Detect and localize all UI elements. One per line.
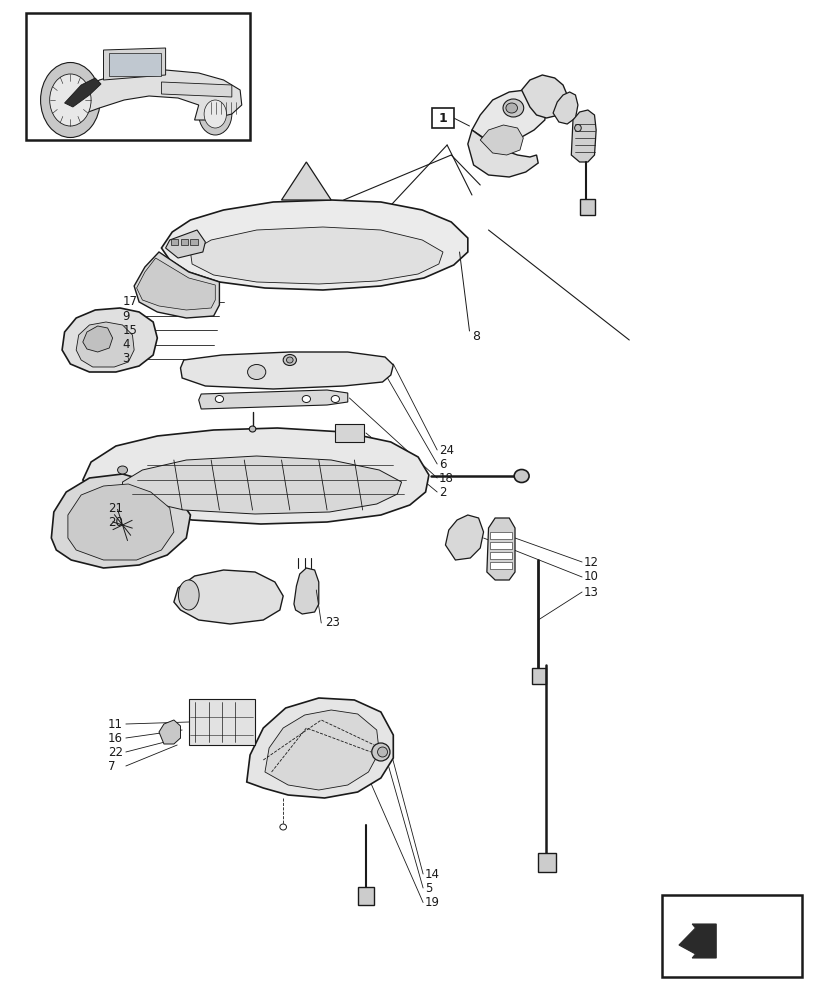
- Polygon shape: [480, 125, 523, 155]
- Bar: [490, 552, 511, 559]
- Ellipse shape: [50, 74, 91, 126]
- Text: 14: 14: [424, 867, 439, 880]
- Polygon shape: [83, 326, 112, 352]
- Text: 1: 1: [438, 111, 447, 124]
- Ellipse shape: [283, 355, 296, 365]
- Text: 13: 13: [583, 585, 598, 598]
- Ellipse shape: [502, 99, 523, 117]
- Polygon shape: [159, 720, 180, 744]
- Polygon shape: [134, 252, 219, 318]
- Polygon shape: [571, 110, 595, 162]
- Bar: [432, 108, 453, 128]
- Ellipse shape: [198, 93, 232, 135]
- Bar: [490, 532, 511, 539]
- Text: 2: 2: [438, 486, 446, 498]
- Polygon shape: [136, 258, 215, 310]
- Ellipse shape: [179, 580, 199, 610]
- Text: 6: 6: [438, 458, 446, 471]
- Text: 24: 24: [438, 444, 453, 456]
- Text: 20: 20: [108, 516, 122, 530]
- Polygon shape: [76, 322, 134, 367]
- Ellipse shape: [117, 466, 127, 474]
- Polygon shape: [246, 698, 393, 798]
- Ellipse shape: [377, 747, 387, 757]
- Text: 12: 12: [583, 556, 598, 568]
- Bar: [490, 562, 511, 569]
- Bar: [531, 668, 546, 684]
- Bar: [335, 424, 364, 442]
- Polygon shape: [109, 53, 161, 76]
- Bar: [662, 895, 801, 977]
- Polygon shape: [174, 570, 283, 624]
- Text: 22: 22: [108, 746, 122, 758]
- Polygon shape: [445, 515, 483, 560]
- Ellipse shape: [215, 395, 223, 402]
- Ellipse shape: [331, 395, 339, 402]
- Text: 18: 18: [438, 472, 453, 485]
- Text: 21: 21: [108, 502, 122, 514]
- Text: 11: 11: [108, 718, 122, 730]
- Polygon shape: [486, 518, 514, 580]
- Ellipse shape: [302, 395, 310, 402]
- Text: 16: 16: [108, 732, 122, 744]
- Text: 7: 7: [108, 760, 115, 772]
- Ellipse shape: [280, 824, 286, 830]
- Polygon shape: [552, 92, 577, 124]
- Ellipse shape: [203, 100, 227, 128]
- Text: 15: 15: [122, 324, 137, 336]
- Text: 3: 3: [122, 352, 130, 365]
- Bar: [490, 542, 511, 549]
- Bar: [190, 239, 198, 245]
- Polygon shape: [190, 227, 442, 284]
- Text: 17: 17: [122, 295, 137, 308]
- Polygon shape: [65, 78, 101, 107]
- Ellipse shape: [286, 357, 293, 363]
- Polygon shape: [678, 924, 715, 958]
- Ellipse shape: [505, 103, 517, 113]
- Text: 5: 5: [424, 882, 432, 894]
- Polygon shape: [83, 428, 428, 524]
- Polygon shape: [180, 352, 393, 389]
- Polygon shape: [294, 568, 318, 614]
- Polygon shape: [122, 456, 401, 514]
- Bar: [579, 199, 594, 215]
- Bar: [538, 853, 556, 872]
- Ellipse shape: [247, 364, 265, 379]
- Polygon shape: [521, 75, 566, 118]
- Polygon shape: [103, 48, 165, 80]
- Text: 8: 8: [471, 330, 480, 342]
- Bar: [189, 699, 255, 745]
- Polygon shape: [68, 484, 174, 560]
- Polygon shape: [281, 162, 331, 200]
- Bar: [170, 239, 178, 245]
- Text: 4: 4: [122, 338, 130, 351]
- Ellipse shape: [41, 62, 100, 137]
- Text: 19: 19: [424, 896, 439, 909]
- Polygon shape: [161, 200, 467, 290]
- Bar: [357, 887, 374, 905]
- Text: 23: 23: [325, 616, 340, 630]
- Polygon shape: [471, 90, 546, 142]
- Bar: [26, 13, 250, 140]
- Polygon shape: [51, 474, 190, 568]
- Ellipse shape: [574, 124, 581, 131]
- Polygon shape: [467, 130, 538, 177]
- Ellipse shape: [514, 470, 528, 483]
- Bar: [180, 239, 188, 245]
- Polygon shape: [161, 82, 232, 97]
- Polygon shape: [81, 70, 241, 120]
- Polygon shape: [62, 308, 157, 372]
- Ellipse shape: [249, 426, 256, 432]
- Text: 9: 9: [122, 310, 130, 322]
- Ellipse shape: [371, 743, 390, 761]
- Polygon shape: [198, 390, 347, 409]
- Polygon shape: [165, 230, 205, 258]
- Text: 10: 10: [583, 570, 598, 584]
- Polygon shape: [265, 710, 379, 790]
